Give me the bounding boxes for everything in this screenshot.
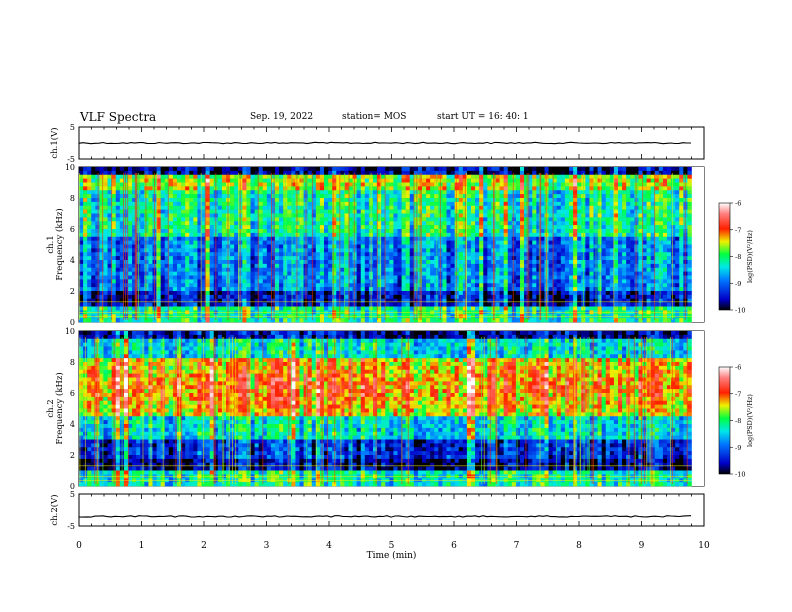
ch1-spectrogram-image	[79, 167, 704, 323]
ch1-spectrogram-ytick-label: 4	[70, 256, 75, 265]
ch2-voltage-ytick-label: 5	[70, 490, 75, 499]
ch1-voltage-panel: 5 -5 ch.1(V)	[49, 123, 705, 164]
ch2-spectrogram-ytick-label: 4	[70, 420, 75, 429]
colorbar-tick-label: -8	[735, 253, 741, 261]
ch1-voltage-ylabel: ch.1(V)	[49, 127, 60, 158]
xtick-label: 8	[576, 541, 582, 551]
ch2-spectrogram-ytick-label: 8	[70, 358, 75, 367]
ch2-spectrogram-ytick-label: 6	[70, 389, 75, 398]
ch2-voltage-ylabel: ch.2(V)	[49, 494, 60, 525]
ch1-spectrogram-ytick-label: 8	[70, 194, 75, 203]
ch2-voltage-ytick-label: -5	[67, 522, 75, 531]
xtick-label: 3	[264, 541, 270, 551]
ch2-voltage-trace	[78, 515, 692, 518]
ch2-spectrogram-ytick-label: 10	[65, 327, 75, 336]
ch1-spectrogram-ytick-label: 0	[70, 318, 75, 327]
ch2-spectrogram-image	[79, 331, 704, 487]
ch1-spectrogram-ytick-label: 10	[65, 163, 75, 172]
xtick-label: 7	[514, 541, 520, 551]
date-label: Sep. 19, 2022	[250, 112, 314, 122]
ch2-spectrogram-colorbar: -6 -7 -8 -9 -10 log(PSD)(V²/Hz)	[718, 364, 754, 479]
colorbar-tick-label: -6	[735, 364, 741, 372]
ch2-spectrogram-ylabel-line2: Frequency (kHz)	[54, 372, 65, 444]
xtick-label: 9	[639, 541, 645, 551]
ch2-spectrogram-ytick-label: 0	[70, 482, 75, 491]
xtick-label: 5	[389, 541, 395, 551]
xtick-label: 10	[698, 541, 710, 551]
ch2-voltage-panel: 5 -5 ch.2(V)	[49, 490, 705, 531]
colorbar-tick-label: -8	[735, 417, 741, 425]
start-time-label: start UT = 16: 40: 1	[437, 112, 529, 122]
figure-title: VLF Spectra	[80, 110, 157, 124]
ch1-voltage-trace	[78, 141, 691, 145]
ch1-spectrogram-ylabel-line2: Frequency (kHz)	[54, 208, 65, 280]
ch1-voltage-ytick-label: -5	[67, 155, 75, 164]
ch1-spectrogram-ytick-label: 2	[70, 287, 75, 296]
xtick-label: 1	[139, 541, 145, 551]
ch2-spectrogram-ylabel-line1: ch.2	[46, 399, 56, 417]
station-label: station= MOS	[342, 112, 407, 122]
colorbar-tick-label: -10	[735, 471, 745, 479]
colorbar-tick-label: -7	[735, 226, 741, 234]
ch1-voltage-ytick-label: 5	[70, 123, 75, 132]
xtick-label: 2	[201, 541, 207, 551]
colorbar-label: log(PSD)(V²/Hz)	[746, 394, 754, 447]
xtick-label: 6	[451, 541, 457, 551]
ch1-spectrogram-ylabel-line1: ch.1	[46, 235, 56, 253]
ch1-spectrogram-ytick-label: 6	[70, 225, 75, 234]
colorbar-tick-label: -9	[735, 280, 741, 288]
colorbar-label: log(PSD)(V²/Hz)	[746, 230, 754, 283]
ch2-spectrogram-ytick-label: 2	[70, 451, 75, 460]
xtick-label: 4	[326, 541, 332, 551]
xtick-label: 0	[76, 541, 82, 551]
colorbar-tick-label: -7	[735, 390, 741, 398]
x-axis-label: Time (min)	[367, 550, 417, 561]
colorbar-tick-label: -9	[735, 444, 741, 452]
colorbar-tick-label: -6	[735, 200, 741, 208]
ch1-spectrogram-colorbar: -6 -7 -8 -9 -10 log(PSD)(V²/Hz)	[718, 200, 754, 315]
colorbar-tick-label: -10	[735, 307, 745, 315]
